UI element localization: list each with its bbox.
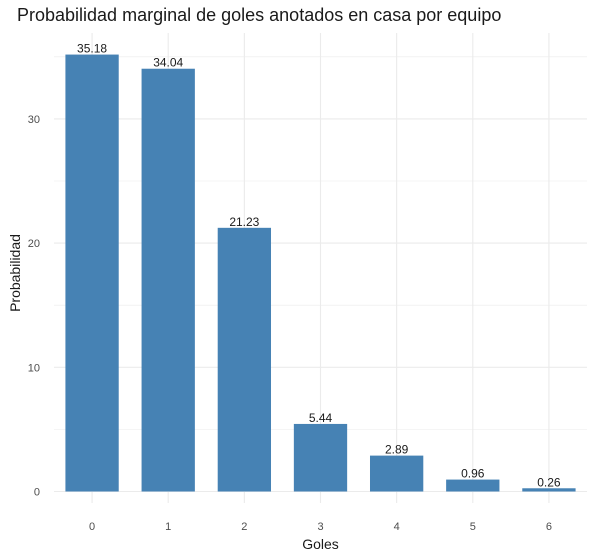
data-label-3: 5.44	[309, 411, 333, 425]
bar-0	[65, 54, 119, 492]
x-axis-title: Goles	[302, 536, 339, 552]
y-tick-label: 20	[28, 238, 40, 250]
x-tick-label: 4	[394, 521, 400, 533]
y-tick-label: 30	[28, 114, 40, 126]
bar-6	[522, 488, 576, 492]
data-label-4: 2.89	[385, 443, 409, 457]
y-axis-ticks: 0 10 20 30	[28, 114, 40, 499]
x-tick-label: 0	[89, 521, 95, 533]
x-tick-label: 1	[165, 521, 171, 533]
data-label-5: 0.96	[461, 467, 485, 481]
bar-4	[369, 455, 424, 492]
x-tick-label: 3	[317, 521, 323, 533]
y-tick-label: 10	[28, 362, 40, 374]
chart-title: Probabilidad marginal de goles anotados …	[17, 5, 502, 25]
x-tick-label: 5	[470, 521, 476, 533]
data-label-2: 21.23	[229, 215, 259, 229]
x-tick-label: 2	[241, 521, 247, 533]
bars	[65, 54, 576, 492]
data-label-1: 34.04	[153, 56, 183, 70]
x-tick-label: 6	[546, 521, 552, 533]
data-label-0: 35.18	[77, 42, 107, 56]
data-label-6: 0.26	[537, 475, 561, 489]
bar-5	[446, 479, 500, 492]
bar-1	[141, 68, 195, 492]
bar-2	[217, 227, 272, 492]
y-tick-label: 0	[34, 487, 40, 499]
x-axis-ticks: 0 1 2 3 4 5 6	[89, 521, 552, 533]
y-axis-title: Probabilidad	[7, 234, 23, 312]
bar-3	[293, 423, 348, 492]
data-labels: 35.18 34.04 21.23 5.44 2.89 0.96 0.26	[77, 42, 561, 490]
